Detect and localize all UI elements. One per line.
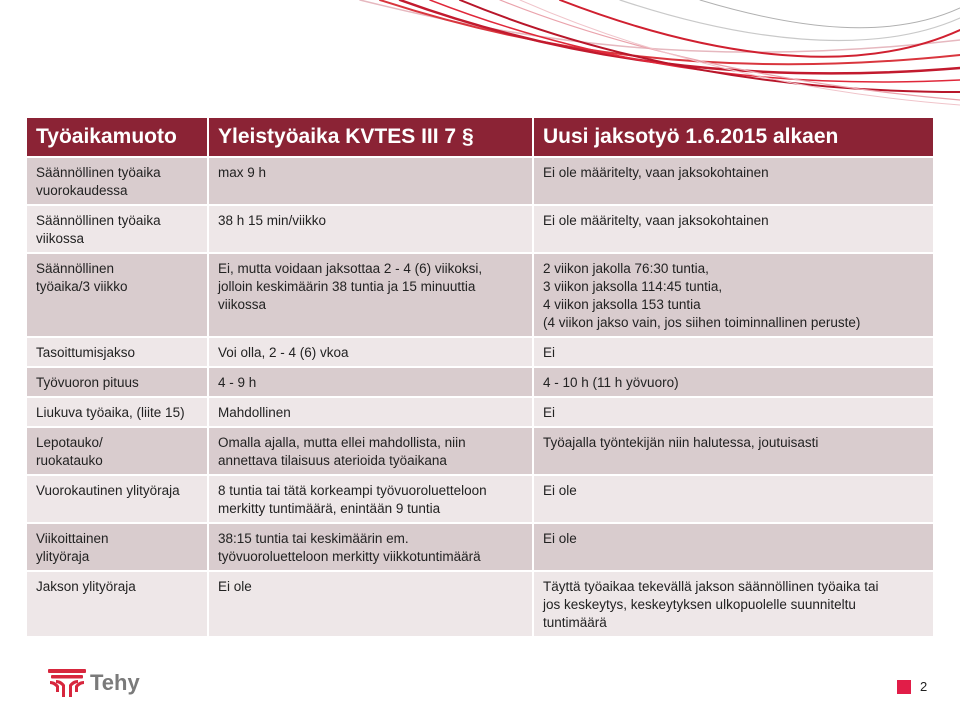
table-cell-c1: Liukuva työaika, (liite 15) (27, 397, 209, 428)
table-row: Liukuva työaika, (liite 15) Mahdollinen Ei (27, 397, 933, 428)
table-row: Viikoittainen ylityöraja 38:15 tuntia tai … (27, 523, 933, 572)
cell-text-line: Työvuoron pituus (36, 375, 139, 390)
cell-text-line: max 9 h (218, 165, 267, 180)
cell-text-line: Ei ole (543, 483, 577, 498)
table-cell-c2: Ei ole (208, 571, 534, 638)
table-cell-c1: Tasoittumisjakso (27, 337, 209, 368)
cell-text-line: Vuorokautinen ylityöraja (36, 483, 180, 498)
logo-wordmark: Tehy (90, 670, 140, 695)
table-cell-c3: Ei ole (533, 475, 933, 524)
cell-text-line: Ei (543, 345, 556, 360)
cell-text-line: Tasoittumisjakso (36, 345, 136, 360)
cell-text-line: ruokatauko (36, 453, 103, 468)
table-header-cell: Uusi jaksotyö 1.6.2015 alkaen (533, 118, 933, 158)
table-cell-c1: Jakson ylityöraja (27, 571, 209, 638)
cell-text-line: Säännöllinen työaika (36, 165, 161, 180)
table-cell-c2: 38:15 tuntia tai keskimäärin em. työvuoro… (208, 523, 534, 572)
cell-text-line: 38:15 tuntia tai keskimäärin em. (218, 531, 409, 546)
cell-text-line: vuorokaudessa (36, 183, 128, 198)
table-cell-c1: Viikoittainen ylityöraja (27, 523, 209, 572)
table-cell-c1: Vuorokautinen ylityöraja (27, 475, 209, 524)
cell-text-line: Viikoittainen (36, 531, 109, 546)
cell-text-line: Säännöllinen (36, 261, 115, 276)
table-cell-c2: 4 - 9 h (208, 367, 534, 398)
table-cell-c1: Säännöllinen työaika viikossa (27, 205, 209, 254)
cell-text-line: Ei (543, 405, 556, 420)
table-cell-c1: Työvuoron pituus (27, 367, 209, 398)
table-cell-c2: max 9 h (208, 157, 534, 206)
table-cell-c3: Työajalla työntekijän niin halutessa, jo… (533, 427, 933, 476)
cell-text-line: (4 viikon jakso vain, jos siihen toiminn… (543, 315, 861, 330)
cell-text-line: viikossa (36, 231, 85, 246)
table-cell-c3: Ei (533, 337, 933, 368)
cell-text-line: jolloin keskimäärin 38 tuntia ja 15 minu… (218, 279, 476, 294)
cell-text-line: Lepotauko/ (36, 435, 103, 450)
table-cell-c2: Voi olla, 2 - 4 (6) vkoa (208, 337, 534, 368)
table-row: Säännöllinen työaika/3 viikko Ei, mutta vo… (27, 253, 933, 338)
table-cell-c2: Omalla ajalla, mutta ellei mahdollista, … (208, 427, 534, 476)
cell-text-line: Omalla ajalla, mutta ellei mahdollista, … (218, 435, 466, 450)
table-cell-c3: Ei ole määritelty, vaan jaksokohtainen (533, 205, 933, 254)
cell-text-line: Liukuva työaika, (liite 15) (36, 405, 185, 420)
table-cell-c2: Ei, mutta voidaan jaksottaa 2 - 4 (6) vi… (208, 253, 534, 338)
cell-text-line: annettava tilaisuus aterioida työaikana (218, 453, 447, 468)
page-number: 2 (920, 679, 928, 694)
tehy-logo: Tehy (48, 666, 140, 700)
cell-text-line: Ei ole määritelty, vaan jaksokohtainen (543, 213, 769, 228)
cell-text-line: Voi olla, 2 - 4 (6) vkoa (218, 345, 349, 360)
table-cell-c3: Ei ole määritelty, vaan jaksokohtainen (533, 157, 933, 206)
table-row: Säännöllinen työaika vuorokaudessa max 9 h… (27, 157, 933, 206)
cell-text-line: 4 - 10 h (11 h yövuoro) (543, 375, 679, 390)
table-row: Vuorokautinen ylityöraja 8 tuntia tai tät… (27, 475, 933, 524)
cell-text-line: jos keskeytys, keskeytyksen ulkopuolelle… (543, 597, 856, 612)
table-cell-c3: Ei ole (533, 523, 933, 572)
cell-text-line: 8 tuntia tai tätä korkeampi työvuoroluet… (218, 483, 487, 498)
table-row: Säännöllinen työaika viikossa 38 h 15 min/… (27, 205, 933, 254)
cell-text-line: työaika/3 viikko (36, 279, 128, 294)
cell-text-line: työvuoroluetteloon merkitty viikkotuntim… (218, 549, 481, 564)
cell-text-line: Työajalla työntekijän niin halutessa, jo… (543, 435, 819, 450)
table-cell-c1: Lepotauko/ruokatauko (27, 427, 209, 476)
cell-text-line: Mahdollinen (218, 405, 291, 420)
table-cell-c1: Säännöllinen työaika/3 viikko (27, 253, 209, 338)
table-cell-c2: 8 tuntia tai tätä korkeampi työvuoroluet… (208, 475, 534, 524)
table-header-cell: Yleistyöaika KVTES III 7 § (208, 118, 534, 158)
table-cell-c1: Säännöllinen työaika vuorokaudessa (27, 157, 209, 206)
table-cell-c3: Ei (533, 397, 933, 428)
tehy-emblem-icon (48, 669, 86, 697)
cell-text-line: Ei ole (543, 531, 577, 546)
cell-text-line: 38 h 15 min/viikko (218, 213, 327, 228)
cell-text-line: 2 viikon jakolla 76:30 tuntia, (543, 261, 709, 276)
cell-text-line: 4 viikon jaksolla 153 tuntia (543, 297, 701, 312)
cell-text-line: ylityöraja (36, 549, 90, 564)
cell-text-line: Ei, mutta voidaan jaksottaa 2 - 4 (6) vi… (218, 261, 483, 276)
cell-text-line: 3 viikon jaksolla 114:45 tuntia, (543, 279, 723, 294)
table-header-row: Työaikamuoto Yleistyöaika KVTES III 7 § … (27, 118, 933, 158)
table-cell-c2: Mahdollinen (208, 397, 534, 428)
table-header-cell: Työaikamuoto (27, 118, 209, 158)
cell-text-line: Säännöllinen työaika (36, 213, 161, 228)
cell-text-line: Ei ole (218, 579, 252, 594)
working-time-comparison-table: Työaikamuoto Yleistyöaika KVTES III 7 § … (27, 118, 933, 638)
table-row: Työvuoron pituus 4 - 9 h 4 - 10 h (11 h yö… (27, 367, 933, 398)
table-row: Lepotauko/ruokatauko Omalla ajalla, mutta… (27, 427, 933, 476)
cell-text-line: Ei ole määritelty, vaan jaksokohtainen (543, 165, 769, 180)
cell-text-line: viikossa (218, 297, 267, 312)
table-cell-c2: 38 h 15 min/viikko (208, 205, 534, 254)
decorative-swoosh-lines (359, 0, 960, 106)
table-cell-c3: 2 viikon jakolla 76:30 tuntia, 3 viikon j… (533, 253, 933, 338)
table-row: Tasoittumisjakso Voi olla, 2 - 4 (6) vkoa… (27, 337, 933, 368)
cell-text-line: 4 - 9 h (218, 375, 257, 390)
table-cell-c3: 4 - 10 h (11 h yövuoro) (533, 367, 933, 398)
cell-text-line: tuntimäärä (543, 615, 607, 630)
cell-text-line: Jakson ylityöraja (36, 579, 136, 594)
cell-text-line: merkitty tuntimäärä, enintään 9 tuntia (218, 501, 441, 516)
cell-text-line: Täyttä työaikaa tekevällä jakson säännöl… (543, 579, 879, 594)
table-row: Jakson ylityöraja Ei ole Täyttä työaikaa t… (27, 571, 933, 638)
page-marker-icon (897, 680, 911, 694)
table-cell-c3: Täyttä työaikaa tekevällä jakson säännöl… (533, 571, 933, 638)
